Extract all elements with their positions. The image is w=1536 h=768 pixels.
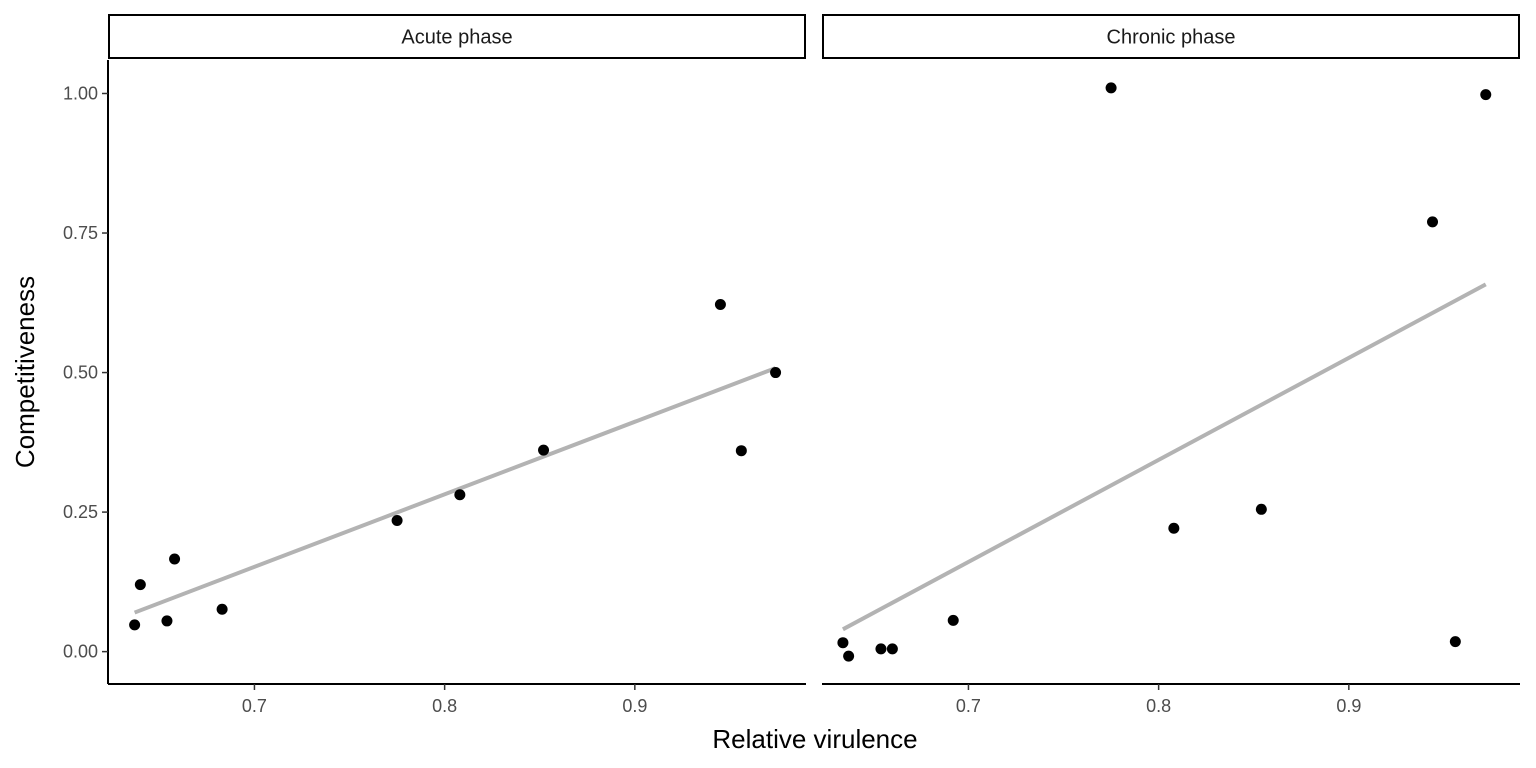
x-tick-label: 0.9 <box>622 696 647 716</box>
data-point <box>391 514 403 526</box>
data-point <box>169 553 181 565</box>
x-tick-label: 0.8 <box>1146 696 1171 716</box>
data-point <box>875 643 887 655</box>
y-axis: 0.00 0.25 0.50 0.75 1.00 <box>63 60 109 684</box>
strip-box <box>822 14 1520 59</box>
data-point <box>538 444 550 456</box>
x-axis-title: Relative virulence <box>712 724 917 754</box>
data-point <box>1427 216 1439 228</box>
y-tick-label: 0.00 <box>63 642 98 662</box>
x-tick-label: 0.9 <box>1336 696 1361 716</box>
y-tick-label: 0.75 <box>63 223 98 243</box>
strip-label: Chronic phase <box>1107 27 1236 49</box>
data-point <box>843 650 855 662</box>
y-tick-label: 1.00 <box>63 83 98 103</box>
data-point <box>1105 82 1117 94</box>
data-point <box>1480 89 1492 101</box>
strip-label: Acute phase <box>401 27 512 49</box>
panels: 0.00 0.25 0.50 0.75 1.00 Acute phase 0.7 0.8 0.9… <box>63 14 1520 716</box>
panel-chronic-phase: Chronic phase 0.7 0.8 0.9 <box>822 14 1520 716</box>
y-axis-title: Competitiveness <box>10 276 40 468</box>
data-point <box>837 637 849 649</box>
data-point <box>1255 503 1267 515</box>
x-tick-label: 0.8 <box>432 696 457 716</box>
data-point <box>1449 636 1461 648</box>
panel-acute-phase: Acute phase 0.7 0.8 0.9 <box>108 14 806 716</box>
data-point <box>947 614 959 626</box>
x-tick-label: 0.7 <box>242 696 267 716</box>
data-point <box>134 579 146 591</box>
data-point <box>1168 522 1180 534</box>
y-tick-label: 0.50 <box>63 363 98 383</box>
data-point <box>129 619 141 631</box>
strip-box <box>108 14 806 59</box>
data-point <box>216 603 228 615</box>
x-tick-label: 0.7 <box>956 696 981 716</box>
fit-line <box>133 366 777 615</box>
data-point <box>161 615 173 627</box>
data-point <box>735 445 747 457</box>
data-point <box>454 489 466 501</box>
data-point <box>770 367 782 379</box>
data-point <box>714 298 726 310</box>
data-point <box>886 643 898 655</box>
fit-line <box>841 282 1487 632</box>
y-tick-label: 0.25 <box>63 502 98 522</box>
